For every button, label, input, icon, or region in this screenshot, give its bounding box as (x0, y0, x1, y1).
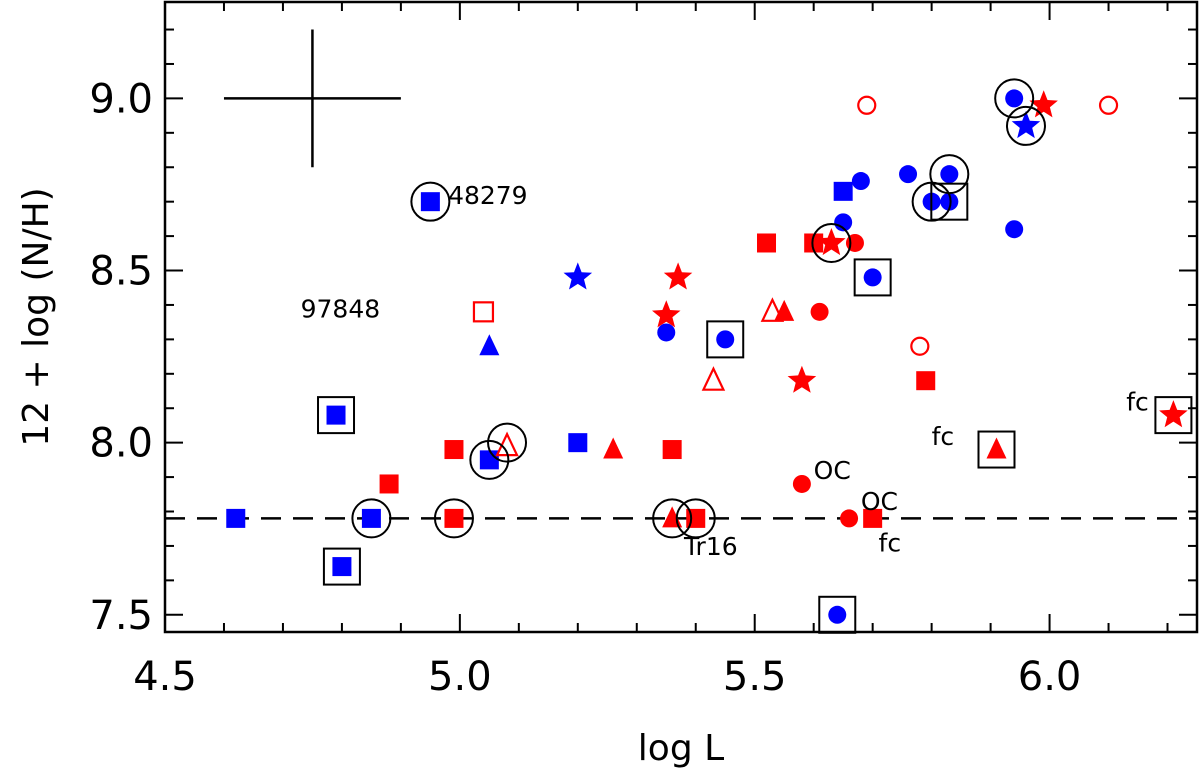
annotation-label: fc (879, 528, 902, 557)
red-filled-circle-point (792, 474, 811, 493)
enclosing-circle (675, 498, 716, 539)
enclosing-circle (433, 498, 474, 539)
enclosing-square (977, 430, 1016, 469)
enclosing-circle (351, 498, 392, 539)
data-layer (226, 78, 1193, 634)
red-filled-square-point (757, 233, 777, 253)
enclosing-circle (487, 422, 528, 463)
blue-filled-circle-point (863, 268, 882, 287)
red-filled-square-point (379, 474, 399, 494)
blue-filled-square-point (226, 508, 246, 528)
blue-filled-circle-point (1005, 220, 1024, 239)
enclosing-square (322, 547, 361, 586)
plot-frame (163, 0, 1199, 634)
x-axis-label: log L (638, 728, 724, 769)
red-filled-triangle-point (603, 437, 624, 459)
y-tick-label: 7.5 (89, 593, 153, 639)
blue-filled-circle-point (1005, 89, 1024, 108)
blue-filled-square-point (479, 450, 499, 470)
blue-filled-square-point (361, 508, 381, 528)
red-filled-square-point (916, 371, 936, 391)
annotation-label: OC (861, 487, 898, 516)
red-filled-circle-point (840, 509, 859, 528)
red-filled-circle-point (810, 302, 829, 321)
blue-filled-circle-point (940, 165, 959, 184)
y-tick-label: 9.0 (89, 76, 153, 122)
blue-filled-circle-point (834, 213, 853, 232)
red-filled-star-point (1159, 400, 1188, 428)
annotation-label: Tr16 (683, 532, 738, 561)
y-axis-label: 12 + log (N/H) (16, 187, 57, 446)
red-filled-square-point (444, 440, 464, 460)
enclosing-circle (469, 439, 510, 480)
blue-filled-square-point (420, 192, 440, 212)
red-filled-star-point (787, 365, 817, 393)
blue-filled-star-point (1011, 110, 1041, 139)
red-filled-square-point (662, 440, 682, 460)
red-filled-square-point (444, 508, 464, 528)
blue-filled-circle-point (899, 165, 918, 184)
red-open-square-point (472, 301, 495, 323)
annotation-label: 48279 (448, 181, 528, 210)
annotation-label: fc (1126, 387, 1149, 416)
enclosing-square (930, 182, 969, 221)
enclosing-circle (652, 498, 693, 539)
red-filled-star-point (652, 300, 681, 328)
enclosing-square (1154, 396, 1193, 435)
enclosing-circle (410, 181, 451, 222)
red-open-circle-point (1098, 95, 1119, 115)
red-filled-star-point (663, 262, 693, 290)
red-filled-triangle-point (986, 437, 1007, 459)
x-tick-label: 5.0 (428, 654, 492, 700)
red-open-triangle-point (760, 297, 785, 322)
red-filled-square-point (863, 508, 883, 528)
blue-filled-circle-point (851, 172, 870, 191)
x-tick-label: 5.5 (723, 654, 787, 700)
blue-filled-circle-point (716, 330, 735, 349)
y-tick-label: 8.0 (89, 421, 153, 467)
blue-filled-square-point (332, 557, 352, 577)
blue-filled-circle-point (940, 192, 959, 211)
enclosing-circle (929, 154, 970, 195)
annotation-label: fc (932, 422, 955, 451)
enclosing-circle (1005, 105, 1046, 146)
red-open-circle-point (910, 336, 930, 356)
blue-filled-square-point (833, 181, 853, 201)
red-filled-star-point (1029, 90, 1058, 118)
blue-filled-circle-point (828, 605, 847, 624)
ticks-layer (164, 2, 1197, 632)
blue-filled-circle-point (657, 323, 676, 342)
y-tick-label: 8.5 (89, 249, 153, 295)
enclosing-circle (811, 222, 852, 263)
enclosing-square (706, 320, 745, 359)
red-open-triangle-point (701, 366, 726, 391)
enclosing-square (853, 258, 892, 297)
reference-layer (165, 29, 1197, 520)
annotation-label: OC (814, 456, 851, 485)
annotation-label: 97848 (301, 294, 381, 323)
blue-filled-triangle-point (479, 334, 500, 356)
blue-filled-square-point (568, 433, 588, 453)
enclosing-circle (994, 78, 1035, 119)
blue-filled-star-point (563, 262, 593, 290)
enclosing-square (317, 396, 356, 435)
labels-layer: 4.5 5.0 5.5 6.0 7.5 8.0 8.5 9.0 48279 97848 OC OC Tr… (89, 76, 1148, 700)
x-tick-label: 6.0 (1018, 654, 1082, 700)
x-tick-label: 4.5 (133, 654, 197, 700)
red-filled-star-point (817, 228, 846, 256)
red-open-circle-point (857, 95, 877, 115)
blue-filled-square-point (326, 405, 346, 425)
